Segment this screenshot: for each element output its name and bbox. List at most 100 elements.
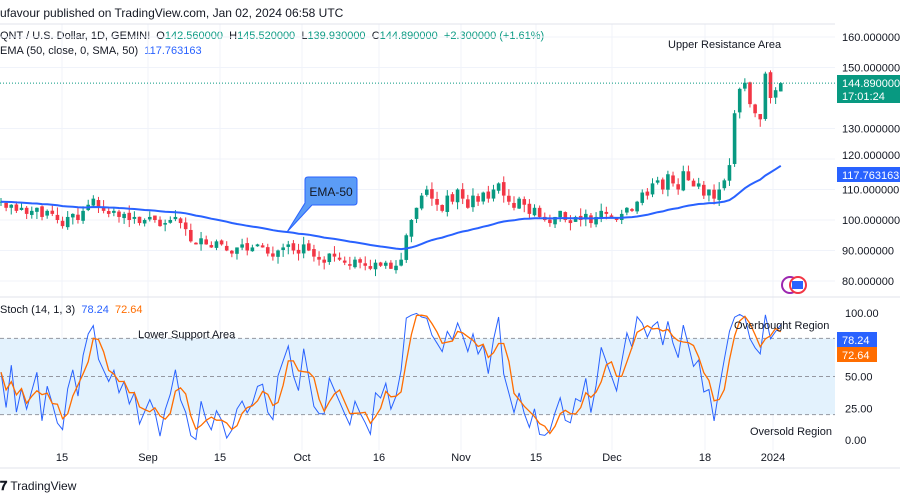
candle-body: [640, 192, 645, 203]
stoch-d-tag-value: 72.64: [842, 350, 870, 362]
candle-body: [281, 247, 285, 251]
candle-body: [768, 72, 773, 98]
candle-body: [76, 214, 80, 220]
candle-body: [101, 207, 106, 211]
candle-body: [532, 207, 537, 216]
candle-body: [55, 214, 60, 220]
stoch-d-line: [0, 314, 782, 435]
candle-body: [204, 239, 208, 245]
candle-body: [265, 247, 270, 254]
open-value: 142.560000: [164, 30, 223, 42]
stoch-d-value: 72.64: [115, 304, 143, 316]
candle-body: [255, 244, 260, 247]
overbought-label: Overbought Region: [734, 320, 829, 332]
last-price-value: 144.890000: [842, 78, 900, 90]
candle-body: [96, 200, 101, 208]
candle-body: [209, 245, 214, 248]
candle-body: [660, 179, 665, 190]
last-price-tag: [837, 75, 900, 103]
candle-body: [630, 209, 634, 211]
candle-body: [486, 191, 491, 199]
candle-body: [71, 213, 75, 218]
candle-body: [4, 202, 8, 208]
candle-body: [19, 207, 24, 210]
candle-body: [414, 207, 419, 219]
ema-legend[interactable]: EMA (50, close, 0, SMA, 50) 117.763163: [0, 45, 202, 57]
candle-body: [727, 165, 732, 181]
lower-support-label: Lower Support Area: [138, 329, 236, 341]
stoch-label: Stoch (14, 1, 3): [0, 304, 76, 316]
candle-body: [563, 212, 568, 220]
candle-body: [358, 259, 362, 263]
candle-body: [158, 219, 162, 227]
candle-body: [553, 216, 557, 225]
candle-body: [147, 216, 152, 220]
candle-body: [686, 171, 691, 181]
candle-body: [24, 207, 29, 214]
candle-body: [460, 189, 465, 199]
brand-name: TradingView: [10, 479, 77, 493]
time-tick: Sep: [138, 452, 158, 464]
stoch-legend[interactable]: Stoch (14, 1, 3) 78.24 72.64: [0, 304, 143, 316]
candle-body: [743, 82, 747, 89]
symbol-name[interactable]: QNT / U.S. Dollar, 1D, GEMINI: [0, 30, 151, 42]
candle-body: [373, 262, 378, 270]
candle-body: [748, 82, 752, 105]
candle-body: [691, 180, 696, 187]
candle-body: [696, 183, 701, 187]
candle-body: [445, 195, 450, 212]
candle-body: [394, 265, 398, 271]
candle-body: [112, 210, 116, 213]
ema-line: [0, 164, 782, 251]
candle-body: [327, 253, 332, 263]
candle-body: [466, 199, 470, 208]
flag-icon[interactable]: [781, 276, 807, 294]
candle-body: [763, 73, 768, 119]
time-tick: Dec: [602, 452, 622, 464]
candle-body: [625, 207, 629, 213]
ema-value: 117.763163: [144, 45, 202, 57]
candle-body: [35, 207, 39, 212]
candle-body: [240, 244, 244, 248]
candle-body: [496, 183, 501, 191]
candle-body: [671, 175, 675, 184]
candle-body: [291, 243, 296, 251]
candle-body: [65, 216, 70, 228]
time-tick: 16: [373, 452, 385, 464]
candle-body: [332, 253, 337, 257]
candle-body: [199, 238, 203, 245]
candle-body: [60, 220, 65, 227]
time-tick: 15: [56, 452, 68, 464]
stoch-k-value: 78.24: [81, 304, 109, 316]
stoch-k-tag: [837, 332, 877, 347]
candle-body: [296, 249, 301, 254]
candle-body: [476, 196, 480, 202]
candle-body: [440, 205, 444, 211]
upper-resistance-label: Upper Resistance Area: [668, 39, 782, 51]
ema-label: EMA (50, close, 0, SMA, 50): [0, 45, 139, 57]
candle-body: [106, 211, 111, 214]
candle-body: [317, 256, 321, 260]
candle-body: [712, 189, 716, 199]
candle-body: [348, 264, 352, 266]
ema-callout-bubble[interactable]: [286, 176, 358, 233]
candle-body: [301, 244, 306, 254]
symbol-legend: QNT / U.S. Dollar, 1D, GEMINI O142.56000…: [0, 30, 544, 42]
candle-body: [645, 191, 650, 196]
candle-body: [527, 203, 532, 214]
low-value: 139.930000: [307, 30, 366, 42]
candle-body: [604, 211, 609, 214]
candle-body: [173, 216, 178, 220]
candle-body: [753, 104, 757, 114]
candle-body: [773, 90, 778, 98]
candle-body: [455, 189, 460, 203]
stoch-tick: 100.00: [845, 308, 879, 320]
candle-body: [655, 180, 660, 183]
candle-body: [594, 216, 598, 225]
candle-body: [337, 257, 342, 260]
candle-body: [676, 184, 680, 190]
tradingview-logo[interactable]: 𝟕 TradingView: [0, 478, 77, 493]
candle-body: [286, 244, 291, 247]
stoch-d-tag: [837, 347, 877, 362]
